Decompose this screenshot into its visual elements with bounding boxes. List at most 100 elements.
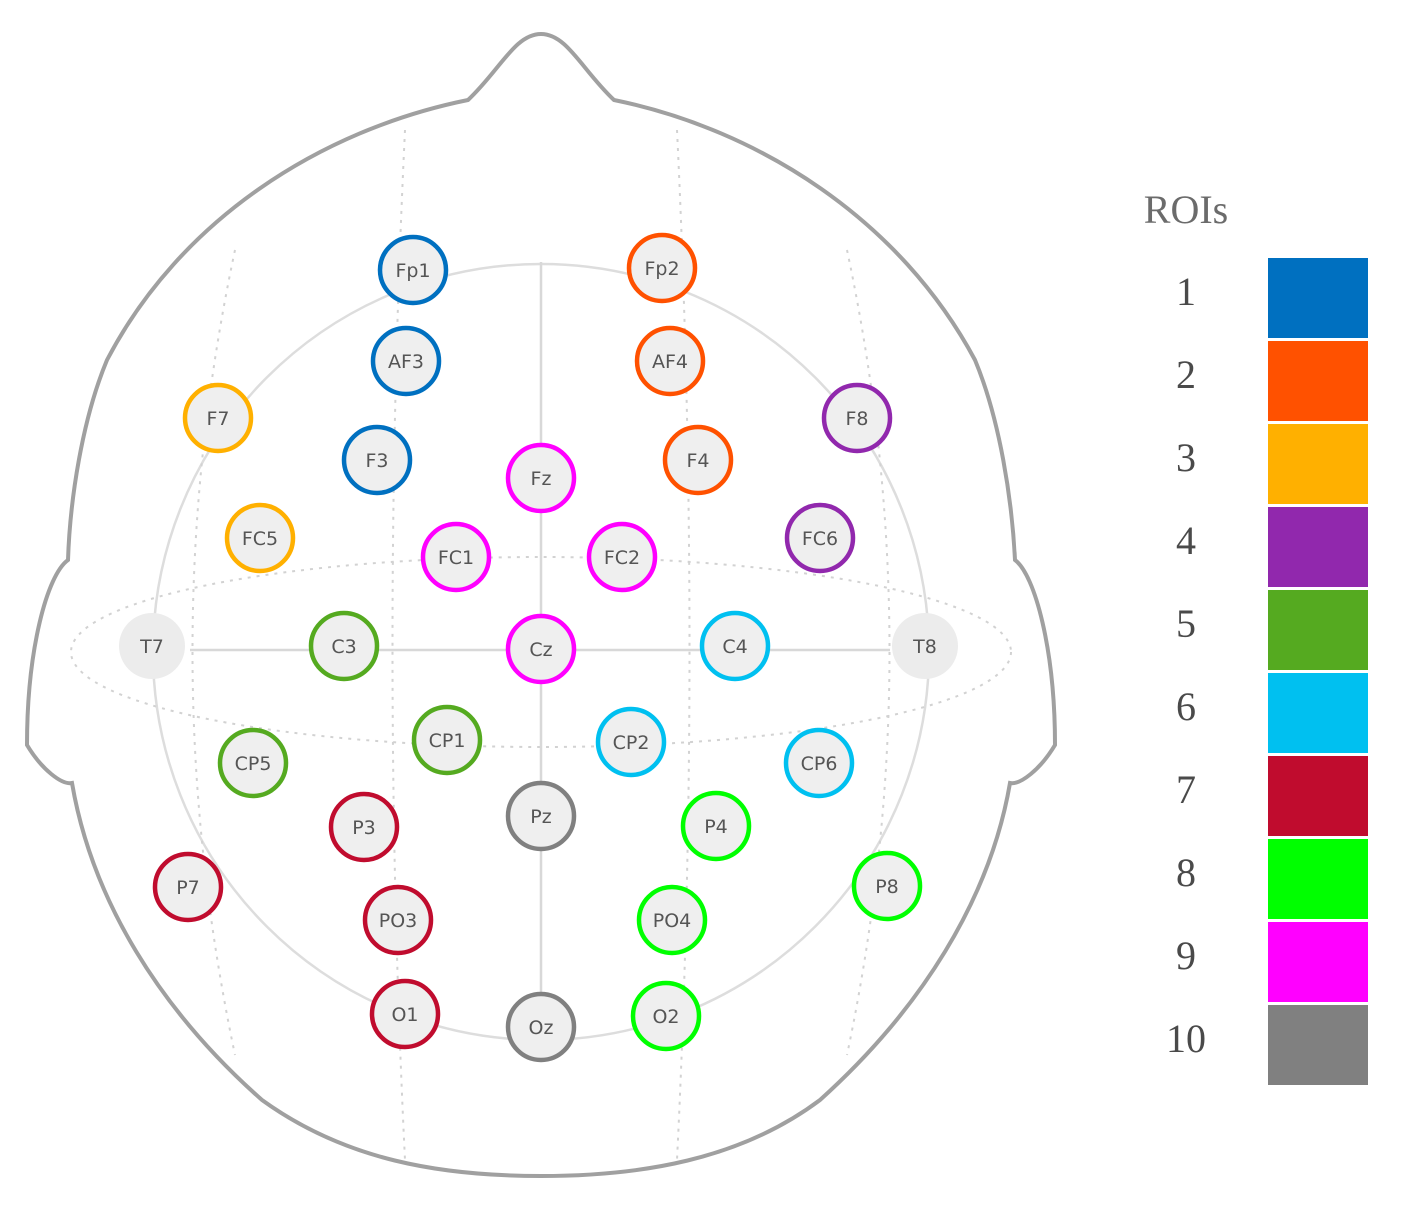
electrode-label: Pz — [530, 806, 551, 828]
electrode-circle — [662, 424, 734, 496]
electrode-cp6: CP6 — [783, 727, 855, 799]
legend-label: 9 — [1176, 933, 1196, 978]
electrode-label: PO4 — [653, 910, 692, 932]
electrode-label: Fp2 — [644, 258, 679, 280]
electrode-label: CP6 — [801, 753, 838, 775]
legend-swatch — [1268, 756, 1368, 836]
electrode-circle — [630, 980, 702, 1052]
electrode-p8: P8 — [851, 850, 923, 922]
electrode-label: O2 — [652, 1006, 679, 1028]
electrode-fc1: FC1 — [420, 521, 492, 593]
electrode-t8: T8 — [892, 613, 958, 679]
electrode-circle — [505, 613, 577, 685]
legend-label: 6 — [1176, 684, 1196, 729]
electrode-circle — [341, 424, 413, 496]
electrode-p3: P3 — [328, 791, 400, 863]
legend-label: 4 — [1176, 518, 1196, 563]
legend-label: 3 — [1176, 435, 1196, 480]
electrode-fc6: FC6 — [784, 502, 856, 574]
electrode-circle — [505, 780, 577, 852]
electrode-label: C3 — [331, 636, 356, 658]
electrode-label: PO3 — [379, 910, 418, 932]
electrode-circle — [224, 502, 296, 574]
electrode-circle — [308, 610, 380, 682]
electrode-circle — [634, 325, 706, 397]
legend-swatch — [1268, 341, 1368, 421]
legend-label: 2 — [1176, 352, 1196, 397]
electrode-label: F4 — [686, 450, 709, 472]
electrode-label: Cz — [529, 639, 552, 661]
electrode-circle — [892, 613, 958, 679]
legend-label: 5 — [1176, 601, 1196, 646]
electrode-circle — [636, 884, 708, 956]
electrode-circle — [119, 613, 185, 679]
legend-swatch — [1268, 673, 1368, 753]
legend-label: 7 — [1176, 767, 1196, 812]
electrode-label: CP5 — [235, 753, 272, 775]
electrode-circle — [821, 382, 893, 454]
legend-label: 1 — [1176, 269, 1196, 314]
electrode-circle — [699, 610, 771, 682]
electrode-label: CP1 — [429, 730, 466, 752]
legend-label: 8 — [1176, 850, 1196, 895]
electrode-circle — [783, 727, 855, 799]
legend-swatch — [1268, 258, 1368, 338]
electrode-oz: Oz — [505, 991, 577, 1063]
electrode-circle — [152, 851, 224, 923]
electrode-circle — [369, 978, 441, 1050]
electrode-fc5: FC5 — [224, 502, 296, 574]
electrode-label: P4 — [704, 816, 728, 838]
electrode-c3: C3 — [308, 610, 380, 682]
electrode-label: F7 — [206, 408, 229, 430]
electrode-p7: P7 — [152, 851, 224, 923]
electrode-circle — [362, 884, 434, 956]
electrode-label: FC6 — [802, 528, 838, 550]
electrode-o2: O2 — [630, 980, 702, 1052]
electrode-label: Fz — [531, 468, 552, 490]
electrode-circle — [505, 442, 577, 514]
electrode-cp2: CP2 — [595, 706, 667, 778]
electrode-circle — [411, 704, 483, 776]
electrode-af4: AF4 — [634, 325, 706, 397]
electrode-circle — [505, 991, 577, 1063]
electrode-f8: F8 — [821, 382, 893, 454]
electrode-pz: Pz — [505, 780, 577, 852]
electrode-p4: P4 — [680, 790, 752, 862]
electrode-label: FC1 — [438, 547, 474, 569]
roi-legend: ROIs 1 2 3 4 5 6 7 8 9 10 — [1144, 187, 1368, 1085]
electrode-label: P3 — [352, 817, 376, 839]
electrode-circle — [420, 521, 492, 593]
electrode-po3: PO3 — [362, 884, 434, 956]
electrode-label: T8 — [912, 636, 937, 658]
legend-title: ROIs — [1144, 187, 1228, 232]
electrode-fz: Fz — [505, 442, 577, 514]
electrode-f4: F4 — [662, 424, 734, 496]
electrode-label: FC5 — [242, 528, 278, 550]
electrode-label: CP2 — [613, 732, 650, 754]
electrode-f3: F3 — [341, 424, 413, 496]
electrode-circle — [680, 790, 752, 862]
electrode-f7: F7 — [182, 382, 254, 454]
electrode-circle — [595, 706, 667, 778]
electrode-label: FC2 — [604, 547, 640, 569]
electrode-label: P8 — [875, 876, 899, 898]
legend-swatch — [1268, 424, 1368, 504]
electrode-label: P7 — [176, 877, 200, 899]
electrode-circle — [370, 325, 442, 397]
legend-swatch — [1268, 839, 1368, 919]
electrode-label: O1 — [391, 1004, 418, 1026]
legend-swatch — [1268, 922, 1368, 1002]
electrode-o1: O1 — [369, 978, 441, 1050]
electrode-circle — [377, 234, 449, 306]
electrode-label: F8 — [845, 408, 868, 430]
dotted-grid — [70, 129, 1012, 1161]
electrode-circle — [586, 521, 658, 593]
electrode-label: AF3 — [388, 351, 424, 373]
electrode-label: T7 — [139, 636, 164, 658]
electrode-label: Fp1 — [395, 260, 430, 282]
electrode-cp5: CP5 — [217, 727, 289, 799]
electrode-fc2: FC2 — [586, 521, 658, 593]
legend-swatch — [1268, 590, 1368, 670]
electrode-circle — [851, 850, 923, 922]
